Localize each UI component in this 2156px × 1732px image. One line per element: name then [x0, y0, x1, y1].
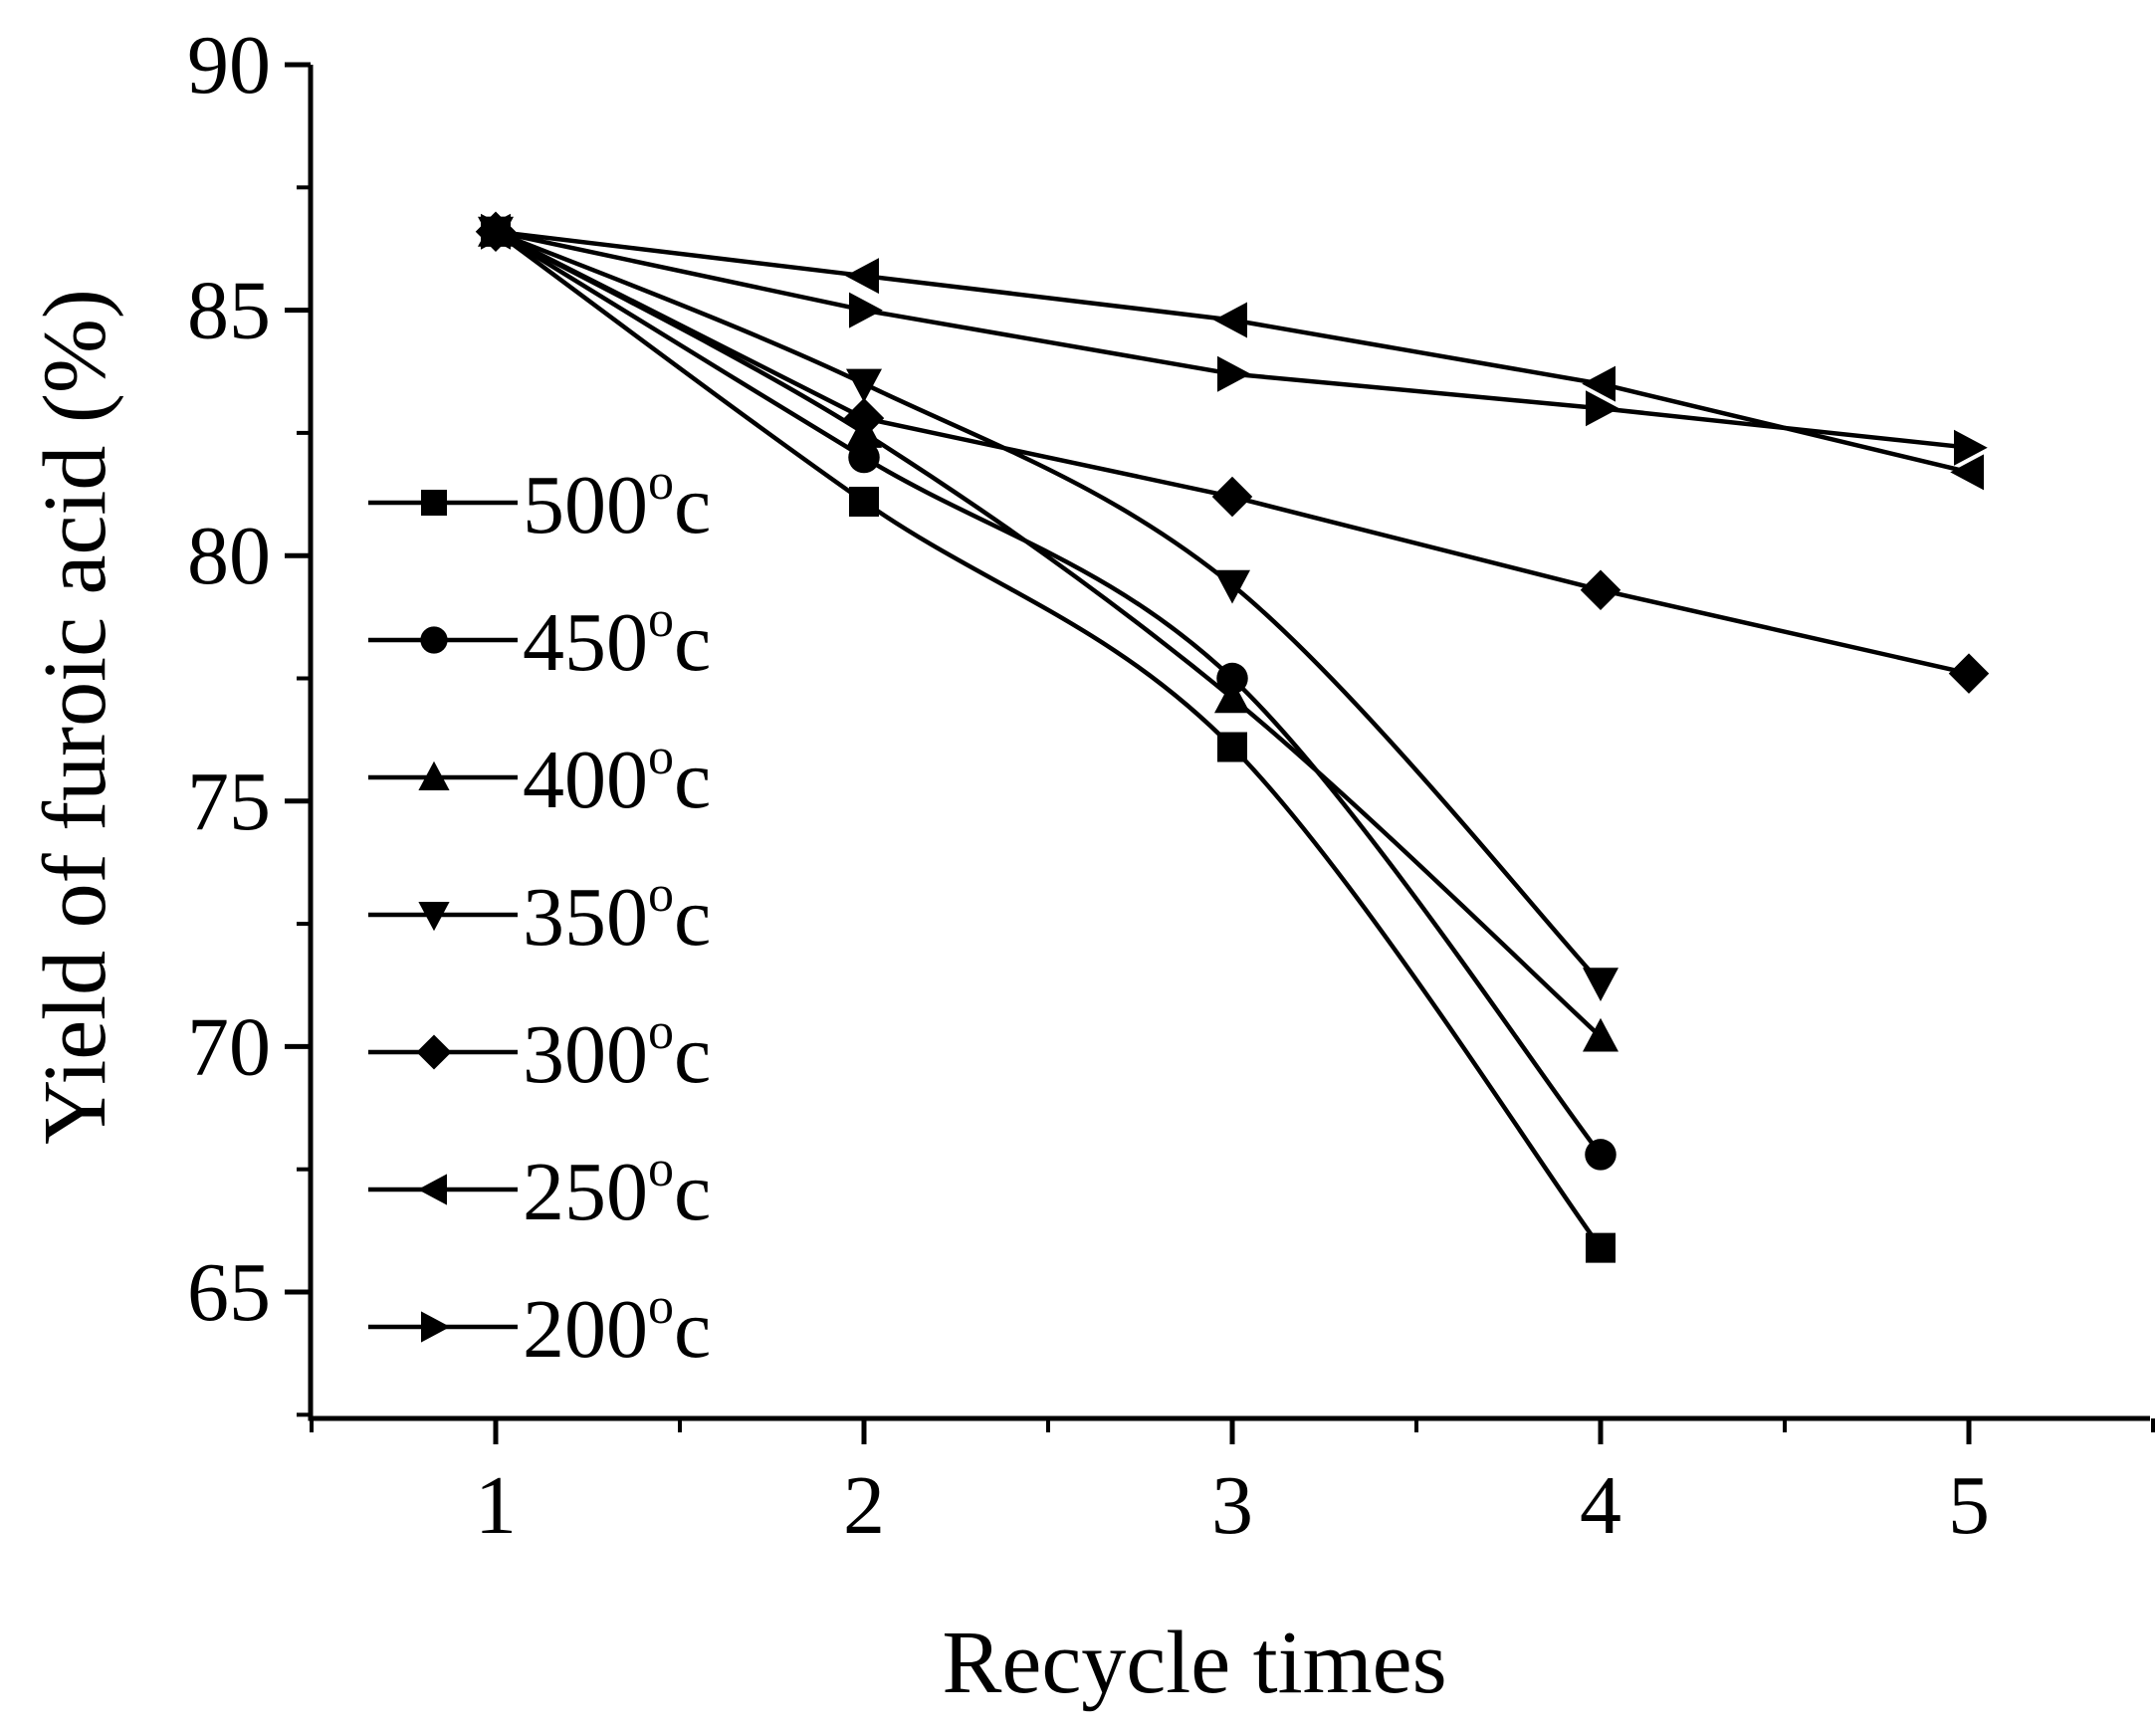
point-200-x3 [1217, 355, 1251, 392]
legend-marker-250 [417, 1174, 447, 1205]
legend-label-200: 200oc [523, 1278, 711, 1376]
point-250-x3 [1213, 302, 1247, 338]
series-line-500 [494, 229, 1603, 1249]
series-200 [481, 213, 1988, 466]
point-500-x3 [1217, 732, 1247, 762]
legend-item-350: 350oc [368, 866, 711, 964]
legend-item-400: 400oc [368, 729, 711, 826]
legend-item-200: 200oc [368, 1278, 711, 1376]
x-tick-label-2: 2 [843, 1459, 885, 1552]
y-tick-label-85: 85 [187, 265, 271, 357]
legend-value: 350 [523, 871, 648, 964]
series-line-450 [494, 229, 1603, 1157]
x-tick-label-4: 4 [1580, 1459, 1621, 1552]
point-350-x3 [1214, 569, 1250, 604]
legend-degree-sup: o [648, 591, 674, 648]
y-tick-label-70: 70 [187, 1000, 271, 1093]
series-line-300 [494, 229, 1970, 676]
legend-unit: c [674, 596, 711, 689]
legend-label-350: 350oc [523, 866, 711, 964]
point-450-x4 [1585, 1139, 1617, 1171]
point-250-x4 [1582, 365, 1616, 402]
y-tick-label-75: 75 [187, 756, 271, 848]
series-line-350 [495, 229, 1603, 984]
x-tick-label-1: 1 [475, 1459, 517, 1552]
x-tick-label-3: 3 [1211, 1459, 1253, 1552]
x-tick-label-5: 5 [1948, 1459, 1990, 1552]
legend-unit: c [674, 1146, 711, 1238]
legend-label-450: 450oc [523, 591, 711, 689]
point-500-x4 [1586, 1232, 1616, 1263]
legend-marker-300 [416, 1034, 452, 1070]
axes-layer: 65 70 75 80 85 90 1 2 3 4 5 [187, 19, 2155, 1552]
legend-degree-sup: o [648, 1141, 674, 1197]
point-250-x5 [1950, 454, 1984, 491]
legend-unit: c [674, 734, 711, 826]
series-layer [475, 211, 1990, 1263]
legend-degree-sup: o [648, 729, 674, 785]
legend-label-250: 250oc [523, 1141, 711, 1238]
point-300-x4 [1580, 569, 1621, 610]
point-200-x1 [481, 213, 515, 250]
legend-unit: c [674, 871, 711, 964]
y-tick-label-65: 65 [187, 1246, 271, 1339]
series-300 [475, 211, 1990, 694]
legend-label-400: 400oc [523, 729, 711, 826]
legend-item-450: 450oc [368, 591, 711, 689]
legend-marker-400 [418, 760, 450, 790]
point-400-x3 [1214, 679, 1250, 714]
legend-value: 250 [523, 1146, 648, 1238]
legend-item-300: 300oc [368, 1003, 711, 1101]
point-450-x3 [1216, 662, 1248, 695]
point-400-x4 [1583, 1017, 1618, 1052]
legend-marker-200 [421, 1311, 451, 1343]
series-line-400 [494, 229, 1603, 1039]
point-350-x4 [1583, 968, 1618, 1002]
point-300-x3 [1211, 476, 1253, 518]
series-250 [477, 213, 1984, 491]
legend-degree-sup: o [648, 866, 674, 923]
legend-degree-sup: o [648, 1003, 674, 1060]
legend-marker-350 [418, 902, 450, 932]
point-300-x5 [1948, 653, 1990, 694]
point-350-x2 [846, 368, 882, 403]
y-tick-label-80: 80 [187, 510, 271, 602]
point-300-x2 [843, 397, 885, 439]
legend-label-500: 500oc [523, 454, 711, 551]
point-250-x2 [845, 258, 879, 295]
point-450-x2 [848, 441, 880, 474]
point-200-x2 [849, 292, 883, 328]
legend-value: 200 [523, 1283, 648, 1376]
legend-value: 400 [523, 734, 648, 826]
legend-label-300: 300oc [523, 1003, 711, 1101]
legend-marker-450 [420, 626, 448, 654]
legend-item-500: 500oc [368, 454, 711, 551]
x-axis-title: Recycle times [942, 1614, 1446, 1712]
legend-unit: c [674, 1008, 711, 1101]
series-line-250 [495, 229, 1970, 475]
y-axis-title: Yield of furoic acid (%) [26, 289, 124, 1145]
legend-value: 450 [523, 596, 648, 689]
legend-value: 300 [523, 1008, 648, 1101]
legend-unit: c [674, 1283, 711, 1376]
legend-marker-500 [421, 490, 447, 516]
legend-degree-sup: o [648, 1278, 674, 1335]
legend-degree-sup: o [648, 454, 674, 511]
legend-value: 500 [523, 459, 648, 551]
legend-unit: c [674, 459, 711, 551]
point-500-x2 [849, 486, 879, 517]
legend-item-250: 250oc [368, 1141, 711, 1238]
point-200-x4 [1586, 390, 1619, 427]
point-200-x5 [1954, 429, 1988, 466]
series-line-200 [495, 229, 1970, 450]
y-tick-label-90: 90 [187, 19, 271, 111]
